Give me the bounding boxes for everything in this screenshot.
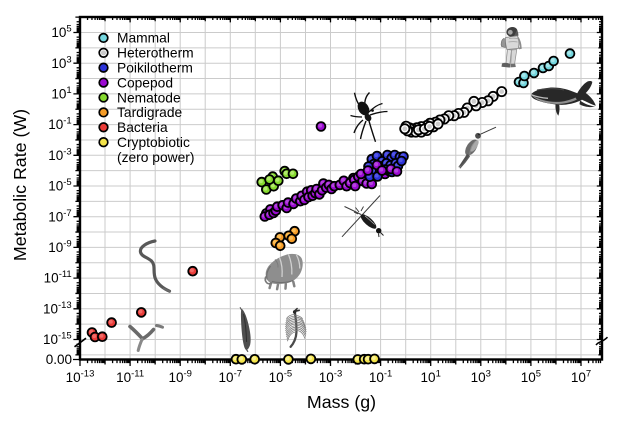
- svg-text:0.00: 0.00: [46, 352, 72, 367]
- svg-text:Copepod: Copepod: [117, 75, 173, 90]
- svg-text:105.: 105.: [51, 24, 72, 41]
- svg-text:10-11.: 10-11.: [44, 269, 73, 286]
- svg-text:10-9.: 10-9.: [48, 239, 72, 256]
- svg-text:101.: 101.: [51, 85, 72, 102]
- svg-text:103.: 103.: [51, 54, 72, 71]
- svg-text:Mass (g): Mass (g): [307, 392, 376, 412]
- svg-text:Heterotherm: Heterotherm: [117, 46, 194, 61]
- svg-text:10-7.: 10-7.: [48, 208, 72, 225]
- svg-text:Poikilotherm: Poikilotherm: [117, 61, 193, 76]
- svg-text:(zero power): (zero power): [117, 150, 194, 165]
- svg-text:Tardigrade: Tardigrade: [117, 105, 183, 120]
- svg-text:Cryptobiotic: Cryptobiotic: [117, 135, 190, 150]
- svg-text:Nematode: Nematode: [117, 90, 181, 105]
- svg-text:Metabolic Rate (W): Metabolic Rate (W): [10, 109, 30, 261]
- svg-text:10-13.: 10-13.: [43, 300, 73, 317]
- svg-text:10-1.: 10-1.: [48, 116, 72, 133]
- svg-text:Bacteria: Bacteria: [117, 120, 168, 135]
- svg-text:10-5.: 10-5.: [48, 177, 72, 194]
- svg-text:Mammal: Mammal: [117, 31, 170, 46]
- svg-text:10-3.: 10-3.: [48, 146, 72, 163]
- svg-text:10-15.: 10-15.: [43, 331, 73, 348]
